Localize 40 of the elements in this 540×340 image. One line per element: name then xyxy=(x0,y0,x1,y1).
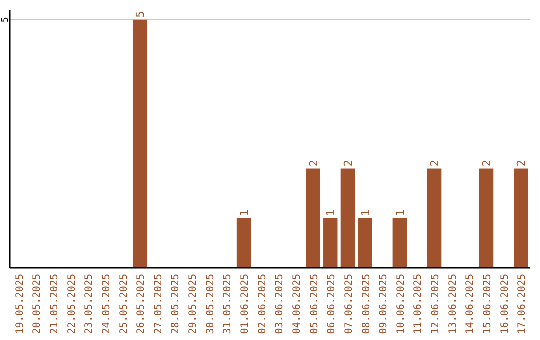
x-tick-label: 01.06.2025 xyxy=(240,274,252,334)
data-label: 1 xyxy=(238,210,252,216)
x-tick-label: 03.06.2025 xyxy=(274,274,286,334)
x-tick-label: 25.05.2025 xyxy=(118,274,130,334)
x-tick-label: 13.06.2025 xyxy=(448,274,459,334)
data-label: 1 xyxy=(359,210,372,216)
x-tick-label: 19.05.2025 xyxy=(14,274,26,334)
x-tick-label: 09.06.2025 xyxy=(378,274,390,334)
x-tick-label: 26.05.2025 xyxy=(136,274,148,334)
x-tick-label: 15.06.2025 xyxy=(482,274,494,334)
data-label: 1 xyxy=(324,210,338,216)
x-tick-label: 28.05.2025 xyxy=(170,274,182,334)
x-tick-label: 02.06.2025 xyxy=(257,274,268,334)
data-label: 5 xyxy=(134,11,148,18)
x-tick-label: 04.06.2025 xyxy=(292,274,303,334)
x-tick-label: 17.06.2025 xyxy=(517,274,528,334)
x-tick-label: 24.05.2025 xyxy=(101,274,112,334)
x-tick-label: 23.05.2025 xyxy=(84,274,96,334)
x-tick-label: 27.05.2025 xyxy=(153,274,164,334)
x-tick-label: 05.06.2025 xyxy=(309,274,320,334)
x-tick-label: 14.06.2025 xyxy=(465,274,476,334)
data-label: 2 xyxy=(515,160,528,167)
x-tick-label: 30.05.2025 xyxy=(205,274,216,334)
data-label: 2 xyxy=(428,160,442,167)
data-label: 2 xyxy=(342,160,355,167)
x-tick-label: 29.05.2025 xyxy=(188,274,200,334)
x-tick-label: 08.06.2025 xyxy=(361,274,372,334)
x-tick-label: 20.05.2025 xyxy=(32,274,44,334)
x-tick-label: 16.06.2025 xyxy=(500,274,511,334)
x-tick-label: 21.05.2025 xyxy=(49,274,60,334)
x-tick-label: 07.06.2025 xyxy=(344,274,355,334)
x-tick-label: 11.06.2025 xyxy=(413,274,424,334)
x-tick-label: 31.05.2025 xyxy=(222,274,234,334)
x-tick-label: 10.06.2025 xyxy=(396,274,407,334)
data-label: 2 xyxy=(480,160,494,167)
x-tick-label: 12.06.2025 xyxy=(430,274,442,334)
x-tick-label: 06.06.2025 xyxy=(326,274,338,334)
data-label: 1 xyxy=(394,210,407,216)
data-label: 2 xyxy=(307,160,320,167)
x-tick-label: 22.05.2025 xyxy=(66,274,78,334)
